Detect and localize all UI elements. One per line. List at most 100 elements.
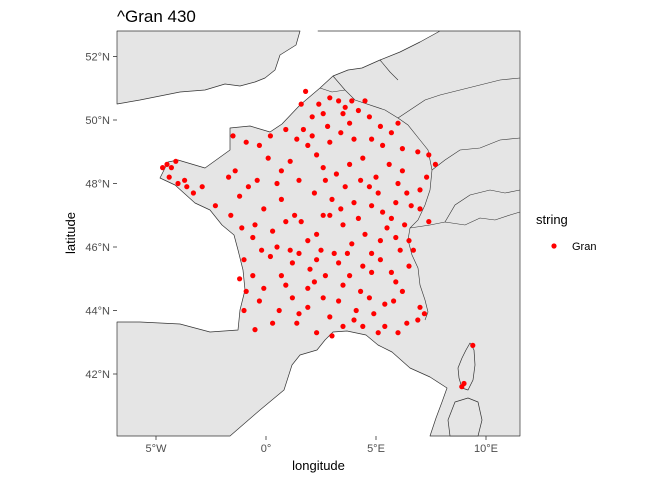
data-point bbox=[351, 317, 357, 323]
data-point bbox=[406, 263, 412, 269]
data-point bbox=[311, 190, 317, 196]
y-tick-label: 52°N bbox=[85, 52, 110, 64]
data-point bbox=[283, 219, 289, 225]
data-point bbox=[320, 165, 326, 171]
data-point bbox=[391, 298, 397, 304]
data-point bbox=[296, 250, 302, 256]
data-point bbox=[250, 234, 256, 241]
data-point bbox=[327, 95, 333, 101]
data-point bbox=[327, 139, 333, 145]
data-point bbox=[296, 311, 302, 317]
data-point bbox=[360, 323, 366, 329]
data-point bbox=[305, 238, 311, 244]
data-point bbox=[307, 266, 313, 272]
data-point bbox=[325, 123, 331, 129]
y-tick-label: 48°N bbox=[85, 179, 110, 191]
legend: string Gran bbox=[536, 212, 596, 253]
data-point bbox=[388, 215, 394, 221]
data-point bbox=[377, 257, 383, 263]
data-point bbox=[322, 177, 328, 183]
data-point bbox=[294, 320, 300, 326]
data-point bbox=[342, 104, 348, 110]
data-point bbox=[184, 184, 190, 190]
y-axis-title: latitude bbox=[63, 212, 78, 254]
data-point bbox=[287, 247, 293, 253]
data-point bbox=[309, 133, 315, 139]
data-point bbox=[459, 384, 465, 390]
data-point bbox=[274, 180, 280, 187]
data-point bbox=[399, 288, 405, 294]
x-axis-ticks: 5°W 0° 5°E 10°E bbox=[146, 436, 498, 455]
data-point bbox=[362, 98, 368, 104]
data-point bbox=[349, 98, 355, 104]
data-point bbox=[300, 126, 306, 133]
data-point bbox=[388, 130, 394, 136]
data-point bbox=[338, 206, 344, 212]
data-point bbox=[190, 190, 196, 196]
data-point bbox=[245, 184, 251, 190]
data-point bbox=[404, 320, 410, 326]
data-point bbox=[340, 222, 346, 228]
data-point bbox=[369, 269, 375, 275]
data-point bbox=[250, 273, 256, 279]
data-point bbox=[351, 200, 357, 206]
data-point bbox=[298, 219, 304, 225]
data-point bbox=[252, 222, 258, 228]
data-point bbox=[355, 215, 361, 221]
data-point bbox=[393, 279, 399, 285]
data-point bbox=[305, 304, 311, 310]
data-point bbox=[243, 139, 249, 145]
data-point bbox=[318, 247, 324, 253]
y-axis-ticks: 42°N 44°N 46°N 48°N 50°N 52°N bbox=[85, 52, 117, 381]
data-points bbox=[160, 88, 476, 390]
legend-title: string bbox=[536, 212, 568, 227]
data-point bbox=[276, 307, 282, 314]
data-point bbox=[338, 130, 344, 136]
data-point bbox=[399, 168, 405, 174]
data-point bbox=[327, 314, 333, 320]
plot-title: ^Gran 430 bbox=[117, 7, 196, 26]
data-point bbox=[160, 165, 166, 171]
data-point bbox=[283, 126, 289, 133]
data-point bbox=[386, 161, 392, 167]
data-point bbox=[305, 142, 311, 148]
data-point bbox=[380, 209, 386, 215]
data-point bbox=[316, 101, 322, 107]
data-point bbox=[395, 180, 401, 187]
y-tick-label: 46°N bbox=[85, 242, 110, 254]
data-point bbox=[347, 120, 353, 126]
data-point bbox=[278, 196, 284, 202]
data-point bbox=[417, 206, 423, 212]
data-point bbox=[256, 142, 262, 148]
data-point bbox=[373, 174, 379, 180]
legend-label-gran: Gran bbox=[572, 241, 596, 253]
great-britain bbox=[116, 30, 301, 105]
data-point bbox=[395, 330, 401, 336]
data-point bbox=[360, 263, 366, 269]
data-point bbox=[426, 219, 432, 225]
data-point bbox=[344, 250, 350, 256]
data-point bbox=[415, 317, 421, 323]
data-point bbox=[292, 212, 298, 218]
x-tick-label: 5°E bbox=[367, 443, 385, 455]
data-point bbox=[230, 133, 236, 139]
data-point bbox=[322, 273, 328, 279]
data-point bbox=[243, 288, 249, 294]
data-point bbox=[287, 158, 293, 164]
data-point bbox=[397, 247, 403, 253]
data-point bbox=[415, 149, 421, 155]
data-point bbox=[314, 330, 320, 336]
data-point bbox=[377, 238, 383, 244]
data-point bbox=[314, 231, 320, 237]
x-tick-label: 5°W bbox=[146, 443, 168, 455]
data-point bbox=[278, 168, 284, 174]
data-point bbox=[333, 171, 339, 177]
data-point bbox=[382, 323, 388, 329]
data-point bbox=[212, 203, 218, 209]
data-point bbox=[259, 247, 265, 253]
data-point bbox=[336, 260, 342, 266]
data-point bbox=[182, 177, 188, 183]
data-point bbox=[421, 311, 427, 317]
data-point bbox=[369, 203, 375, 209]
